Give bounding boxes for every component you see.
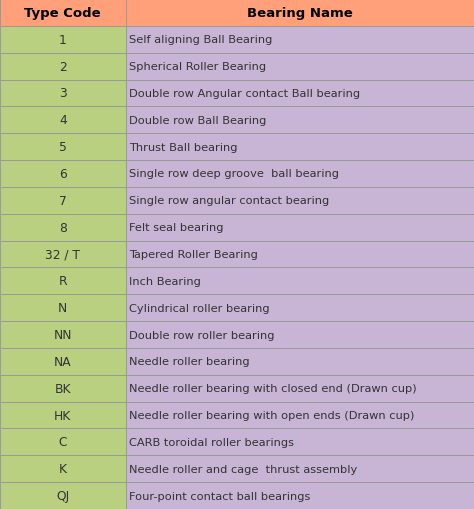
Text: 8: 8 [59,221,67,234]
Bar [0,429,126,456]
Text: R: R [59,275,67,288]
Bar [0,456,126,482]
Text: Needle roller bearing: Needle roller bearing [129,357,250,366]
Bar [126,456,474,482]
Bar [126,107,474,134]
Text: Felt seal bearing: Felt seal bearing [129,223,224,233]
Bar [0,161,126,187]
Text: CARB toroidal roller bearings: CARB toroidal roller bearings [129,437,294,447]
Bar [0,402,126,429]
Bar [126,322,474,348]
Bar [126,429,474,456]
Text: Inch Bearing: Inch Bearing [129,276,201,286]
Text: Single row angular contact bearing: Single row angular contact bearing [129,196,329,206]
Bar [126,375,474,402]
Bar [0,80,126,107]
Text: C: C [59,436,67,448]
Text: N: N [58,302,67,315]
Bar [0,268,126,295]
Text: Needle roller bearing with closed end (Drawn cup): Needle roller bearing with closed end (D… [129,383,417,393]
Text: 3: 3 [59,87,67,100]
Text: Bearing Name: Bearing Name [247,7,353,20]
Text: Double row Angular contact Ball bearing: Double row Angular contact Ball bearing [129,89,361,99]
Text: Self aligning Ball Bearing: Self aligning Ball Bearing [129,35,273,45]
Bar [0,482,126,509]
Text: Needle roller bearing with open ends (Drawn cup): Needle roller bearing with open ends (Dr… [129,410,415,420]
Bar [0,322,126,348]
Bar [126,348,474,375]
Text: Thrust Ball bearing: Thrust Ball bearing [129,143,238,152]
Bar [126,295,474,322]
Bar [126,187,474,214]
Bar [0,187,126,214]
Bar [126,53,474,80]
Text: Type Code: Type Code [25,7,101,20]
Bar [126,0,474,27]
Text: 2: 2 [59,61,67,73]
Bar [126,80,474,107]
Text: 32 / T: 32 / T [46,248,80,261]
Text: Cylindrical roller bearing: Cylindrical roller bearing [129,303,270,313]
Bar [0,375,126,402]
Bar [0,134,126,161]
Bar [0,107,126,134]
Text: Double row roller bearing: Double row roller bearing [129,330,275,340]
Text: 4: 4 [59,114,67,127]
Bar [126,482,474,509]
Bar [0,27,126,53]
Text: Single row deep groove  ball bearing: Single row deep groove ball bearing [129,169,339,179]
Text: NA: NA [54,355,72,368]
Bar [0,214,126,241]
Bar [126,214,474,241]
Bar [126,134,474,161]
Bar [0,53,126,80]
Bar [0,348,126,375]
Bar [0,241,126,268]
Text: Needle roller and cage  thrust assembly: Needle roller and cage thrust assembly [129,464,358,474]
Bar [126,27,474,53]
Bar [126,268,474,295]
Bar [126,241,474,268]
Text: QJ: QJ [56,489,69,502]
Text: Four-point contact ball bearings: Four-point contact ball bearings [129,491,311,500]
Text: NN: NN [54,328,72,342]
Text: 1: 1 [59,34,67,47]
Text: 6: 6 [59,167,67,181]
Text: HK: HK [54,409,72,422]
Text: K: K [59,462,67,475]
Text: 7: 7 [59,194,67,207]
Text: BK: BK [55,382,71,395]
Text: Double row Ball Bearing: Double row Ball Bearing [129,116,267,126]
Text: Tapered Roller Bearing: Tapered Roller Bearing [129,249,258,260]
Bar [0,295,126,322]
Bar [126,402,474,429]
Text: Spherical Roller Bearing: Spherical Roller Bearing [129,62,266,72]
Bar [0,0,126,27]
Bar [126,161,474,187]
Text: 5: 5 [59,141,67,154]
